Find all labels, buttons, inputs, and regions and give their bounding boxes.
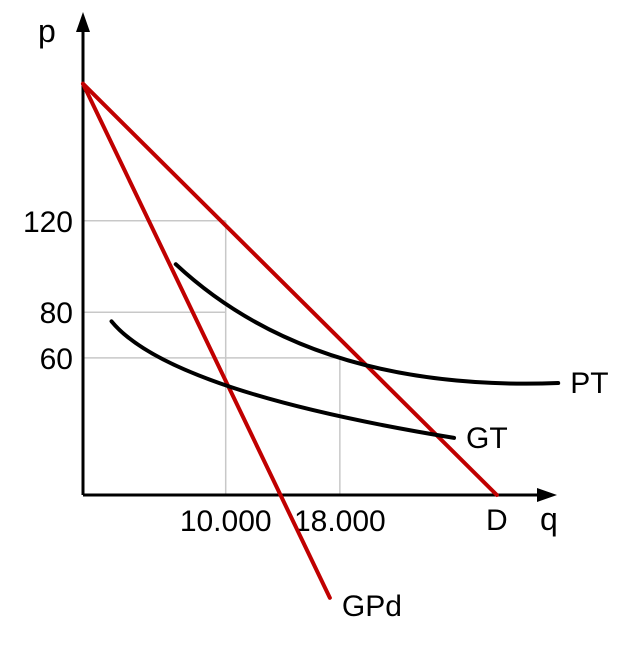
x-tick-label: 18.000 bbox=[294, 505, 386, 538]
series-line-d bbox=[81, 81, 499, 497]
grid-layer bbox=[83, 220, 341, 495]
x-axis-label: q bbox=[540, 501, 558, 537]
series-line-gt bbox=[109, 319, 457, 440]
y-axis-label: p bbox=[38, 13, 56, 49]
series-label-d: D bbox=[486, 504, 508, 537]
series-label-gpd: GPd bbox=[342, 590, 402, 623]
series-layer bbox=[81, 81, 561, 600]
series-line-gpd bbox=[81, 81, 332, 600]
x-tick-label: 10.000 bbox=[180, 505, 272, 538]
series-line-pt bbox=[173, 262, 561, 386]
series-label-gt: GT bbox=[466, 422, 508, 455]
x-axis-arrow-icon bbox=[537, 488, 557, 502]
y-axis-arrow-icon bbox=[76, 12, 90, 32]
series-label-pt: PT bbox=[570, 367, 608, 400]
y-tick-label: 120 bbox=[23, 206, 73, 239]
y-tick-label: 80 bbox=[40, 297, 73, 330]
tick-layer: 60 80 120 10.000 18.000 bbox=[23, 206, 386, 538]
series-label-layer: D GPd PT GT bbox=[342, 367, 609, 623]
y-tick-label: 60 bbox=[40, 343, 73, 376]
